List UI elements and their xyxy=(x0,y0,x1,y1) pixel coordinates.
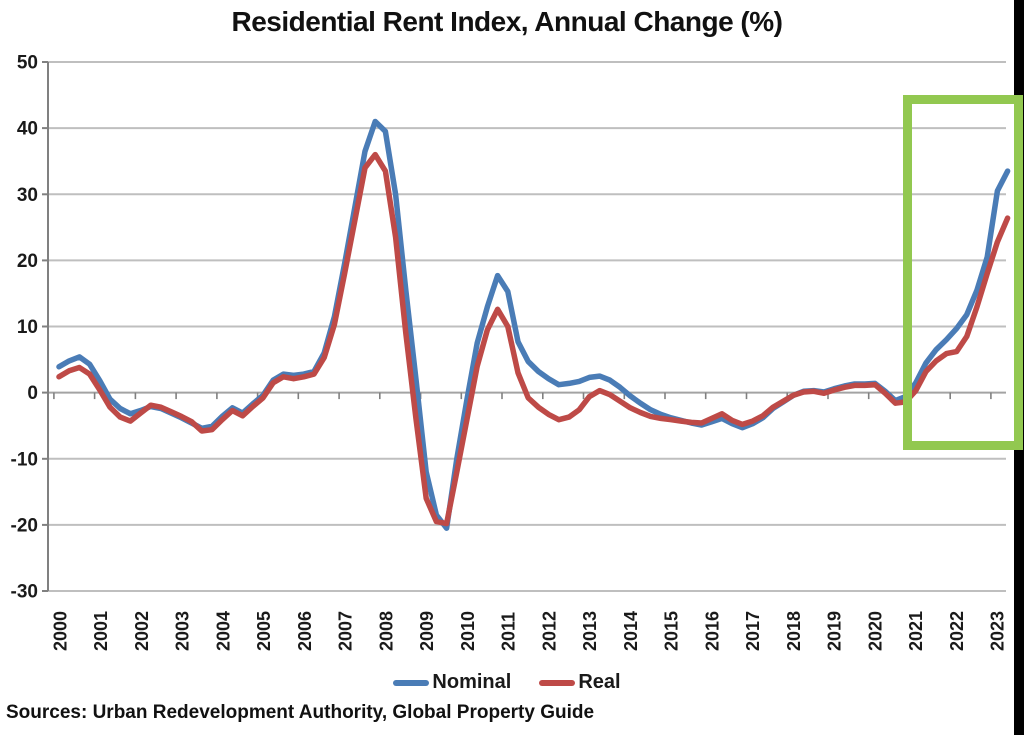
legend-label-nominal: Nominal xyxy=(432,671,512,693)
x-axis-label-2010: 2010 xyxy=(458,611,478,651)
y-axis-label--30: -30 xyxy=(11,582,38,603)
y-axis-label-0: 0 xyxy=(27,383,38,404)
real-line-swatch-icon xyxy=(539,679,576,686)
x-axis-label-2004: 2004 xyxy=(214,611,234,651)
x-axis-label-2007: 2007 xyxy=(336,611,356,651)
x-axis-label-2006: 2006 xyxy=(295,611,315,651)
x-axis-label-2001: 2001 xyxy=(91,611,111,651)
x-axis-label-2015: 2015 xyxy=(662,611,682,651)
x-axis-label-2000: 2000 xyxy=(51,611,71,651)
x-axis-label-2008: 2008 xyxy=(376,611,396,651)
x-axis-label-2012: 2012 xyxy=(539,611,559,651)
y-axis-label-20: 20 xyxy=(17,251,38,272)
x-axis-label-2014: 2014 xyxy=(621,611,641,651)
x-axis-label-2020: 2020 xyxy=(865,611,885,651)
x-axis-label-2016: 2016 xyxy=(702,611,722,651)
x-axis-label-2021: 2021 xyxy=(906,611,926,651)
x-axis-label-2011: 2011 xyxy=(499,612,519,651)
x-axis-label-2017: 2017 xyxy=(743,611,763,651)
x-axis-label-2022: 2022 xyxy=(947,611,967,651)
source-note: Sources: Urban Redevelopment Authority, … xyxy=(6,702,595,723)
y-axis-label-50: 50 xyxy=(17,53,38,74)
highlight-rectangle xyxy=(903,95,1023,450)
x-axis-label-2003: 2003 xyxy=(173,611,193,651)
y-axis-label-40: 40 xyxy=(17,119,38,140)
x-axis-label-2013: 2013 xyxy=(580,611,600,651)
real-line xyxy=(56,151,1011,527)
legend-item-real: Real xyxy=(539,671,621,694)
y-axis-label--10: -10 xyxy=(11,449,38,470)
legend: Nominal Real xyxy=(0,671,1014,694)
legend-item-nominal: Nominal xyxy=(393,671,511,694)
y-axis-label-30: 30 xyxy=(17,185,38,206)
x-axis-label-2019: 2019 xyxy=(825,611,845,651)
x-axis-label-2005: 2005 xyxy=(254,611,274,651)
nominal-line xyxy=(56,118,1011,531)
legend-label-real: Real xyxy=(578,671,621,693)
chart-title: Residential Rent Index, Annual Change (%… xyxy=(231,6,783,37)
x-axis-label-2002: 2002 xyxy=(132,611,152,651)
y-axis-label-10: 10 xyxy=(17,317,38,338)
x-axis-label-2023: 2023 xyxy=(988,611,1008,651)
y-axis-label--20: -20 xyxy=(11,515,38,536)
x-axis-label-2009: 2009 xyxy=(417,611,437,651)
nominal-line-swatch-icon xyxy=(393,679,430,686)
x-axis-label-2018: 2018 xyxy=(784,611,804,651)
